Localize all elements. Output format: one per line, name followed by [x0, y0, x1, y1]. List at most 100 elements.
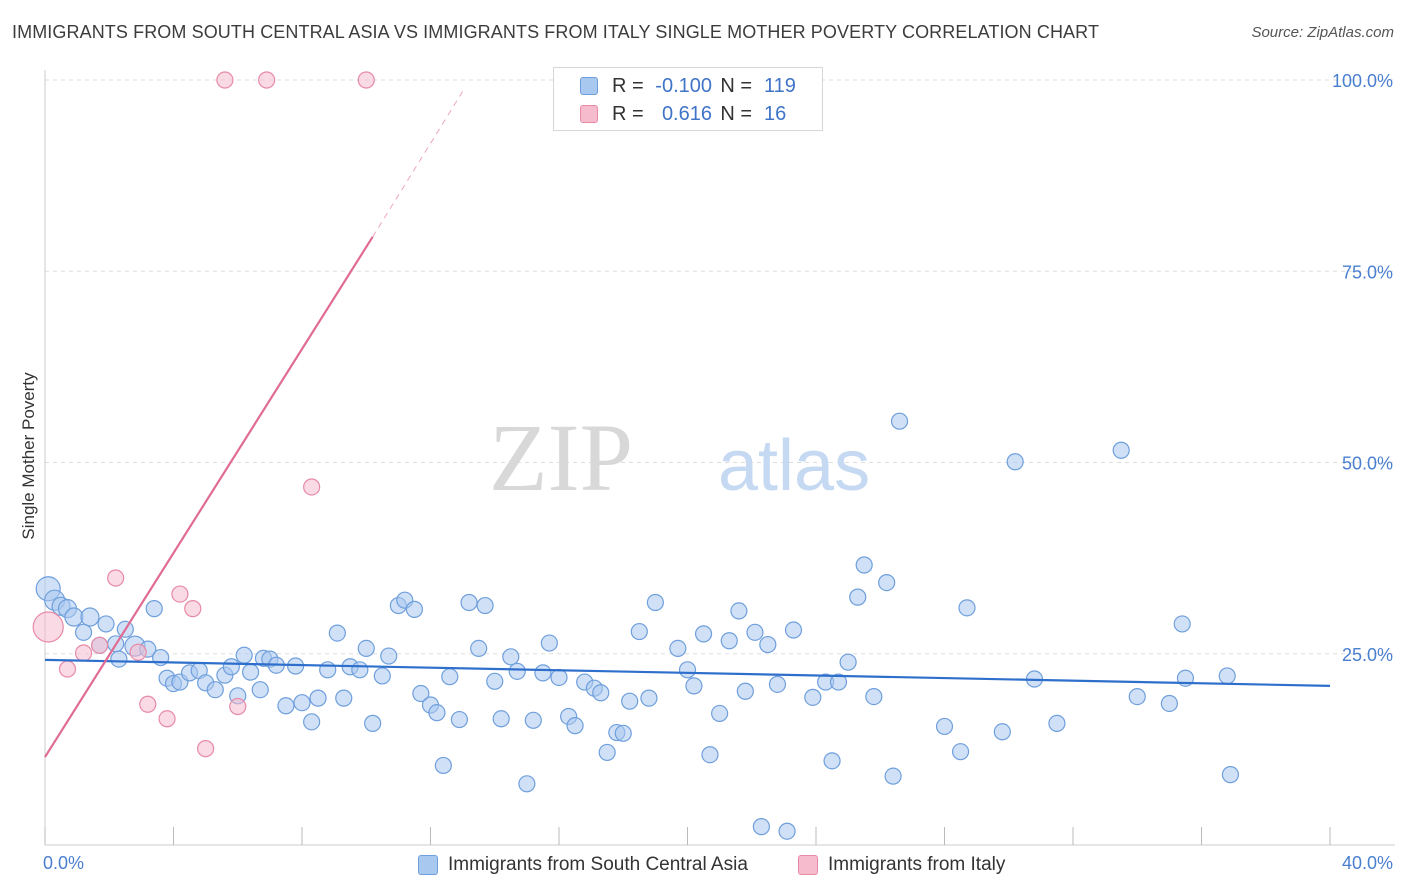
point-0-22	[206, 681, 224, 699]
y-tick-label-2: 75.0%	[1342, 262, 1393, 282]
legend-row-pink: R = 0.616 N = 16	[580, 100, 804, 128]
series-1	[32, 71, 375, 758]
y-tick-label-1: 50.0%	[1342, 454, 1393, 474]
point-1-14	[303, 478, 321, 496]
point-0-14	[110, 650, 128, 668]
r-label: R =	[612, 74, 644, 97]
point-0-93	[784, 621, 803, 639]
point-0-113	[1160, 694, 1178, 713]
r-value: 0.616	[661, 102, 712, 125]
point-1-11	[229, 697, 247, 716]
pink-swatch	[798, 855, 818, 875]
point-0-117	[1173, 615, 1191, 633]
source-label: Source: ZipAtlas.com	[1251, 24, 1394, 41]
point-0-4	[64, 607, 84, 627]
r-label: R =	[612, 102, 644, 125]
legend-item-italy: Immigrants from Italy	[798, 852, 1005, 878]
point-0-52	[434, 756, 452, 775]
point-1-12	[216, 71, 234, 89]
point-0-48	[405, 600, 424, 618]
point-0-34	[293, 694, 311, 712]
point-0-85	[720, 632, 738, 650]
point-1-3	[91, 636, 109, 654]
point-0-39	[335, 689, 353, 707]
point-0-108	[1006, 453, 1024, 471]
point-0-49	[412, 684, 430, 703]
pink-swatch	[580, 105, 598, 123]
point-0-107	[993, 723, 1011, 741]
series-0	[35, 412, 1240, 840]
point-1-4	[107, 569, 125, 587]
watermark: ZIP atlas	[489, 404, 870, 511]
point-0-102	[878, 574, 896, 592]
point-0-60	[502, 648, 520, 666]
point-0-27	[242, 663, 260, 681]
point-1-0	[32, 611, 64, 643]
point-0-91	[768, 675, 787, 693]
point-0-87	[736, 682, 754, 700]
point-0-116	[1221, 766, 1240, 784]
point-0-28	[251, 681, 269, 699]
point-0-51	[428, 704, 446, 722]
point-0-84	[711, 704, 729, 723]
correlation-legend: R = -0.100 N = 119 R = 0.616 N = 16	[553, 67, 823, 131]
point-0-71	[592, 684, 610, 702]
point-1-8	[171, 585, 189, 603]
point-0-99	[849, 588, 867, 606]
point-0-32	[277, 697, 295, 715]
watermark-atlas: atlas	[718, 426, 870, 506]
point-0-68	[566, 717, 584, 735]
point-0-36	[309, 689, 327, 707]
r-value: -0.100	[655, 74, 712, 97]
point-0-94	[804, 688, 822, 706]
point-0-74	[614, 724, 632, 742]
point-0-86	[730, 602, 748, 620]
point-0-115	[1218, 667, 1236, 685]
point-0-24	[222, 658, 240, 676]
point-0-97	[829, 673, 848, 691]
trend-line-pink	[44, 236, 374, 758]
point-1-13	[258, 71, 276, 89]
x-tick-label-min: 0.0%	[43, 853, 84, 873]
point-0-77	[640, 689, 658, 707]
point-0-44	[373, 667, 391, 685]
point-0-37	[319, 661, 337, 679]
point-0-80	[678, 661, 697, 679]
y-tick-label-0: 25.0%	[1342, 645, 1393, 665]
point-0-57	[476, 596, 494, 615]
point-0-82	[694, 625, 713, 643]
n-label: N =	[720, 74, 752, 97]
point-0-43	[364, 714, 382, 732]
point-0-64	[534, 664, 552, 682]
point-0-72	[598, 743, 616, 762]
point-0-103	[884, 767, 902, 785]
point-0-90	[759, 635, 777, 654]
point-1-15	[357, 71, 375, 89]
y-axis-label: Single Mother Poverty	[19, 372, 38, 540]
point-1-6	[139, 695, 157, 713]
point-1-9	[184, 600, 202, 618]
y-tick-label-3: 100.0%	[1332, 71, 1393, 91]
point-1-5	[129, 643, 147, 661]
point-0-62	[518, 775, 536, 793]
axis-layer	[44, 70, 1395, 846]
point-0-55	[460, 593, 478, 612]
point-0-79	[669, 639, 687, 657]
point-0-78	[646, 593, 664, 612]
points-layer	[32, 71, 1240, 840]
point-0-89	[752, 818, 770, 836]
point-0-106	[951, 743, 970, 761]
point-0-65	[540, 634, 558, 652]
point-0-76	[630, 622, 648, 641]
chart-title: IMMIGRANTS FROM SOUTH CENTRAL ASIA VS IM…	[12, 22, 1100, 42]
point-0-88	[746, 623, 764, 641]
point-0-41	[351, 661, 369, 679]
point-0-75	[621, 692, 639, 710]
point-0-54	[450, 710, 469, 729]
tick-labels: 25.0% 50.0% 75.0% 100.0% 0.0% 40.0%	[43, 71, 1393, 873]
point-0-53	[441, 668, 459, 686]
point-1-2	[74, 644, 93, 662]
point-0-66	[550, 668, 568, 687]
point-0-45	[380, 647, 398, 665]
